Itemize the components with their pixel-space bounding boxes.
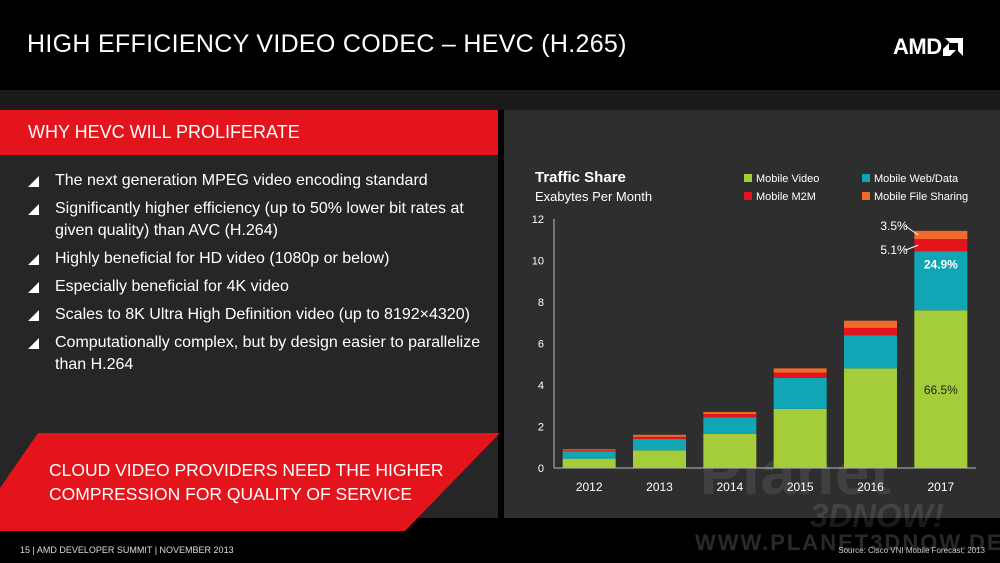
bullet-item: Significantly higher efficiency (up to 5…: [28, 198, 488, 242]
bar-segment: [703, 414, 757, 418]
bar-segment: [633, 436, 686, 439]
y-tick-label: 4: [538, 380, 544, 392]
bullet-triangle-icon: [28, 338, 39, 349]
legend-swatch: [862, 174, 870, 182]
bullet-triangle-icon: [28, 204, 39, 215]
bullet-list: The next generation MPEG video encoding …: [28, 170, 488, 382]
annotation-label: 66.5%: [924, 383, 958, 397]
bullet-item: Scales to 8K Ultra High Definition video…: [28, 304, 488, 326]
bar-segment: [914, 239, 968, 252]
y-tick-label: 0: [538, 463, 544, 475]
logo-text: AMD: [893, 34, 942, 59]
legend-swatch: [744, 174, 752, 182]
callout-text: CLOUD VIDEO PROVIDERS NEED THE HIGHER CO…: [49, 460, 444, 504]
legend-label: Mobile M2M: [756, 191, 816, 203]
x-tick-label: 2016: [857, 480, 884, 494]
y-tick-label: 12: [532, 214, 544, 226]
bullet-triangle-icon: [28, 310, 39, 321]
bar-segment: [773, 368, 827, 373]
bar-segment: [773, 408, 827, 468]
footer: 15 | AMD DEVELOPER SUMMIT | NOVEMBER 201…: [20, 545, 234, 555]
annotation-leader-line: [905, 244, 919, 251]
slide-title: HIGH EFFICIENCY VIDEO CODEC – HEVC (H.26…: [27, 30, 627, 58]
bar-segment: [773, 377, 827, 409]
x-tick-label: 2013: [646, 480, 673, 494]
bullet-text: The next generation MPEG video encoding …: [55, 172, 428, 189]
legend-label: Mobile Video: [756, 173, 819, 185]
bullet-text: Computationally complex, but by design e…: [55, 334, 481, 373]
bar-segment: [773, 372, 827, 378]
bar-segment: [562, 451, 616, 459]
section-header-label: WHY HEVC WILL PROLIFERATE: [28, 122, 300, 142]
bullet-triangle-icon: [28, 282, 39, 293]
x-tick-label: 2015: [787, 480, 814, 494]
x-tick-label: 2014: [716, 480, 743, 494]
bar-segment: [562, 449, 616, 451]
annotation-leader-line: [905, 225, 919, 236]
annotation-label: 24.9%: [924, 258, 958, 272]
bar-segment: [844, 368, 897, 468]
y-tick-label: 6: [538, 339, 544, 351]
y-tick-label: 8: [538, 297, 544, 309]
bar-segment: [914, 251, 968, 311]
legend-swatch: [744, 192, 752, 200]
bar-segment: [844, 327, 897, 336]
amd-logo: AMD: [893, 34, 963, 60]
legend-label: Mobile File Sharing: [874, 191, 968, 203]
y-tick-label: 10: [532, 256, 544, 268]
bullet-triangle-icon: [28, 254, 39, 265]
bar-segment: [633, 434, 686, 437]
bar-segment: [703, 433, 757, 468]
watermark-3dnow: 3DNOW!: [810, 497, 944, 534]
bars: [562, 230, 968, 468]
annotation-label: 5.1%: [880, 243, 908, 257]
watermark-url: WWW.PLANET3DNOW.DE: [695, 530, 1000, 555]
bar-segment: [844, 320, 897, 328]
bar-segment: [562, 458, 616, 468]
bullet-text: Scales to 8K Ultra High Definition video…: [55, 306, 470, 323]
chart-legend: Mobile Video Mobile Web/Data Mobile M2M Mob…: [744, 173, 968, 203]
bullet-triangle-icon: [28, 176, 39, 187]
bar-segment: [914, 310, 968, 468]
bullet-text: Highly beneficial for HD video (1080p or…: [55, 250, 390, 267]
x-tick-label: 2012: [576, 480, 603, 494]
bullet-item: Highly beneficial for HD video (1080p or…: [28, 248, 488, 270]
header-band: [0, 90, 1000, 110]
chart-title: Traffic Share: [535, 169, 626, 186]
annotations: 3.5% 5.1% 24.9% 66.5%: [880, 219, 958, 397]
legend-swatch: [862, 192, 870, 200]
x-tick-label: 2017: [927, 480, 954, 494]
bar-segment: [703, 411, 757, 415]
x-axis: 2012 2013 2014 2015 2016 2017: [576, 480, 955, 494]
bullet-text: Significantly higher efficiency (up to 5…: [55, 200, 464, 239]
legend-label: Mobile Web/Data: [874, 173, 959, 185]
callout-banner: [0, 433, 500, 531]
traffic-share-chart: Traffic Share Exabytes Per Month Mobile …: [532, 169, 976, 494]
bullet-item: Especially beneficial for 4K video: [28, 276, 488, 298]
bar-segment: [633, 438, 686, 451]
y-tick-label: 2: [538, 422, 544, 434]
bullet-item: Computationally complex, but by design e…: [28, 332, 488, 376]
bullet-item: The next generation MPEG video encoding …: [28, 170, 488, 192]
bar-segment: [562, 450, 616, 452]
amd-arrow-icon: [942, 38, 963, 56]
source-note: Source: Cisco VNI Mobile Forecast, 2013: [838, 546, 985, 555]
bar-segment: [844, 335, 897, 369]
bar-segment: [914, 230, 968, 240]
chart-subtitle: Exabytes Per Month: [535, 189, 652, 204]
bullet-text: Especially beneficial for 4K video: [55, 278, 289, 295]
bar-segment: [703, 417, 757, 434]
section-header: WHY HEVC WILL PROLIFERATE: [0, 110, 498, 155]
y-axis: 0 2 4 6 8 10 12: [532, 214, 976, 475]
annotation-label: 3.5%: [880, 219, 908, 233]
bar-segment: [633, 450, 686, 468]
